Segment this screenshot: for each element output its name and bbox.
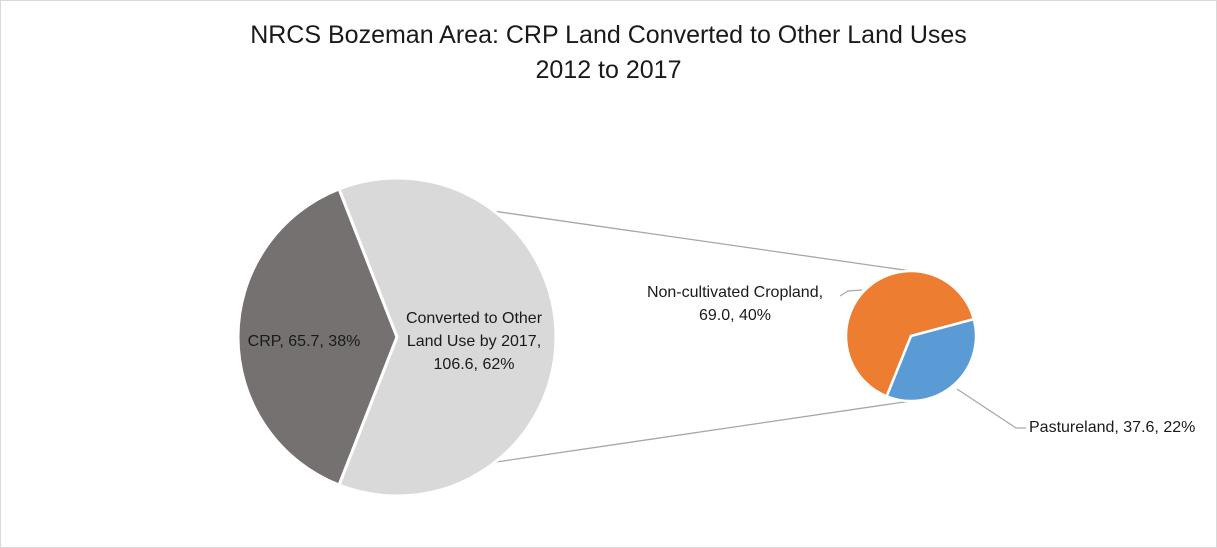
data-label-pastureland: Pastureland, 37.6, 22% <box>1029 419 1195 436</box>
data-label-non-cultivated-cropland-line-1: Non-cultivated Cropland, <box>647 284 823 301</box>
chart-title-block: NRCS Bozeman Area: CRP Land Converted to… <box>0 18 1217 88</box>
leader-line-non-cultivated-cropland <box>839 289 863 297</box>
pie-slice-non-cultivated-cropland <box>844 269 976 398</box>
pie-slice-pastureland <box>885 317 978 403</box>
chart-title: NRCS Bozeman Area: CRP Land Converted to… <box>250 21 967 49</box>
pie-slice-crp <box>236 186 399 488</box>
pie-slice-converted <box>337 176 558 498</box>
data-label-non-cultivated-cropland-line-2: 69.0, 40% <box>699 307 771 324</box>
chart-subtitle: 2012 to 2017 <box>535 56 682 84</box>
data-label-converted-line-1: Converted to Other <box>406 310 543 327</box>
leader-line-pastureland <box>956 388 1026 429</box>
data-label-converted-line-2: Land Use by 2017, <box>407 333 541 350</box>
data-label-converted-line-3: 106.6, 62% <box>434 356 515 373</box>
data-label-crp: CRP, 65.7, 38% <box>248 333 361 350</box>
